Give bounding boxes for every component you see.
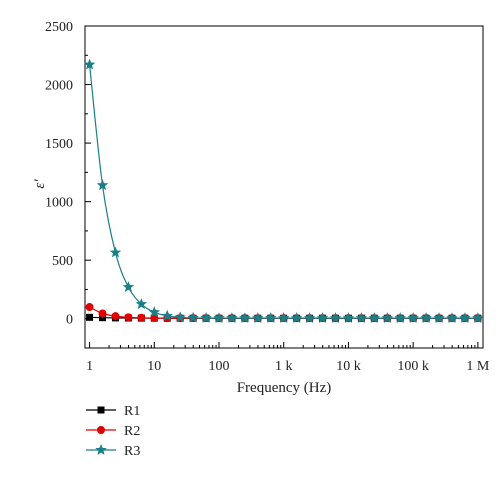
y-tick-label: 0 (66, 313, 73, 328)
data-point-r3 (96, 179, 109, 191)
data-point-r3 (433, 312, 445, 323)
x-tick-label: 10 k (336, 359, 361, 374)
legend: R1 R2 R3 (86, 404, 140, 459)
data-point-r3 (420, 312, 432, 323)
y-tick-label: 2500 (45, 20, 73, 35)
data-point-r3 (290, 312, 303, 323)
plot-frame (84, 25, 484, 349)
data-point-r3 (355, 312, 368, 323)
data-point-r2 (85, 303, 94, 312)
y-tick-label: 1500 (45, 137, 73, 152)
x-tick-label: 10 (147, 359, 161, 374)
x-axis-title: Frequency (Hz) (237, 380, 332, 396)
data-point-r3 (200, 312, 212, 323)
data-point-r3 (252, 312, 264, 323)
data-point-r2 (98, 309, 107, 318)
data-point-r2 (124, 313, 133, 322)
x-tick-label: 100 k (397, 359, 429, 374)
data-point-r2 (137, 313, 146, 322)
data-point-r3 (161, 309, 173, 321)
data-point-r3 (278, 312, 290, 323)
series-layer (83, 58, 484, 323)
data-point-r3 (135, 298, 148, 309)
data-point-r3 (226, 312, 238, 323)
legend-item-r1: R1 (86, 404, 140, 419)
x-tick-label: 100 (209, 359, 230, 374)
data-point-r3 (109, 246, 122, 258)
series-r3 (83, 58, 484, 323)
data-point-r2 (111, 312, 120, 321)
data-point-r3 (381, 312, 393, 323)
data-point-r1 (86, 313, 94, 321)
data-point-r1 (99, 314, 107, 322)
legend-marker (95, 444, 107, 455)
x-tick-label: 1 (86, 359, 93, 374)
y-tick-label: 1000 (45, 196, 73, 211)
data-point-r3 (265, 312, 277, 323)
y-tick-label: 500 (52, 254, 73, 269)
data-point-r3 (213, 312, 225, 323)
data-point-r3 (407, 312, 419, 323)
legend-marker (97, 426, 105, 434)
legend-label: R2 (124, 424, 140, 439)
data-point-r3 (446, 312, 458, 323)
legend-marker (97, 406, 105, 414)
legend-item-r2: R2 (86, 424, 140, 439)
data-point-r3 (239, 312, 251, 323)
legend-label: R1 (124, 404, 140, 419)
y-axis-ticks: 0 500 1000 1500 2000 2500 (45, 20, 91, 328)
x-tick-label: 1 M (466, 359, 490, 374)
data-point-r3 (394, 312, 406, 323)
data-point-r3 (174, 311, 186, 323)
data-point-r3 (303, 312, 316, 323)
data-point-r3 (187, 311, 199, 323)
legend-label: R3 (124, 444, 140, 459)
x-axis-ticks: 1 10 100 1 k 10 k 100 k 1 M (86, 342, 490, 374)
legend-item-r3: R3 (86, 444, 140, 459)
series-line-r3 (88, 64, 478, 319)
data-point-r3 (316, 312, 329, 323)
data-point-r3 (368, 312, 381, 323)
x-tick-label: 1 k (275, 359, 293, 374)
data-point-r3 (472, 312, 484, 323)
y-axis-title: ε′ (32, 179, 48, 189)
data-point-r3 (83, 58, 96, 70)
data-point-r3 (459, 312, 471, 323)
data-point-r3 (122, 281, 135, 292)
data-point-r3 (329, 312, 342, 323)
data-point-r3 (148, 306, 160, 318)
data-point-r3 (342, 312, 355, 323)
y-tick-label: 2000 (45, 79, 73, 94)
